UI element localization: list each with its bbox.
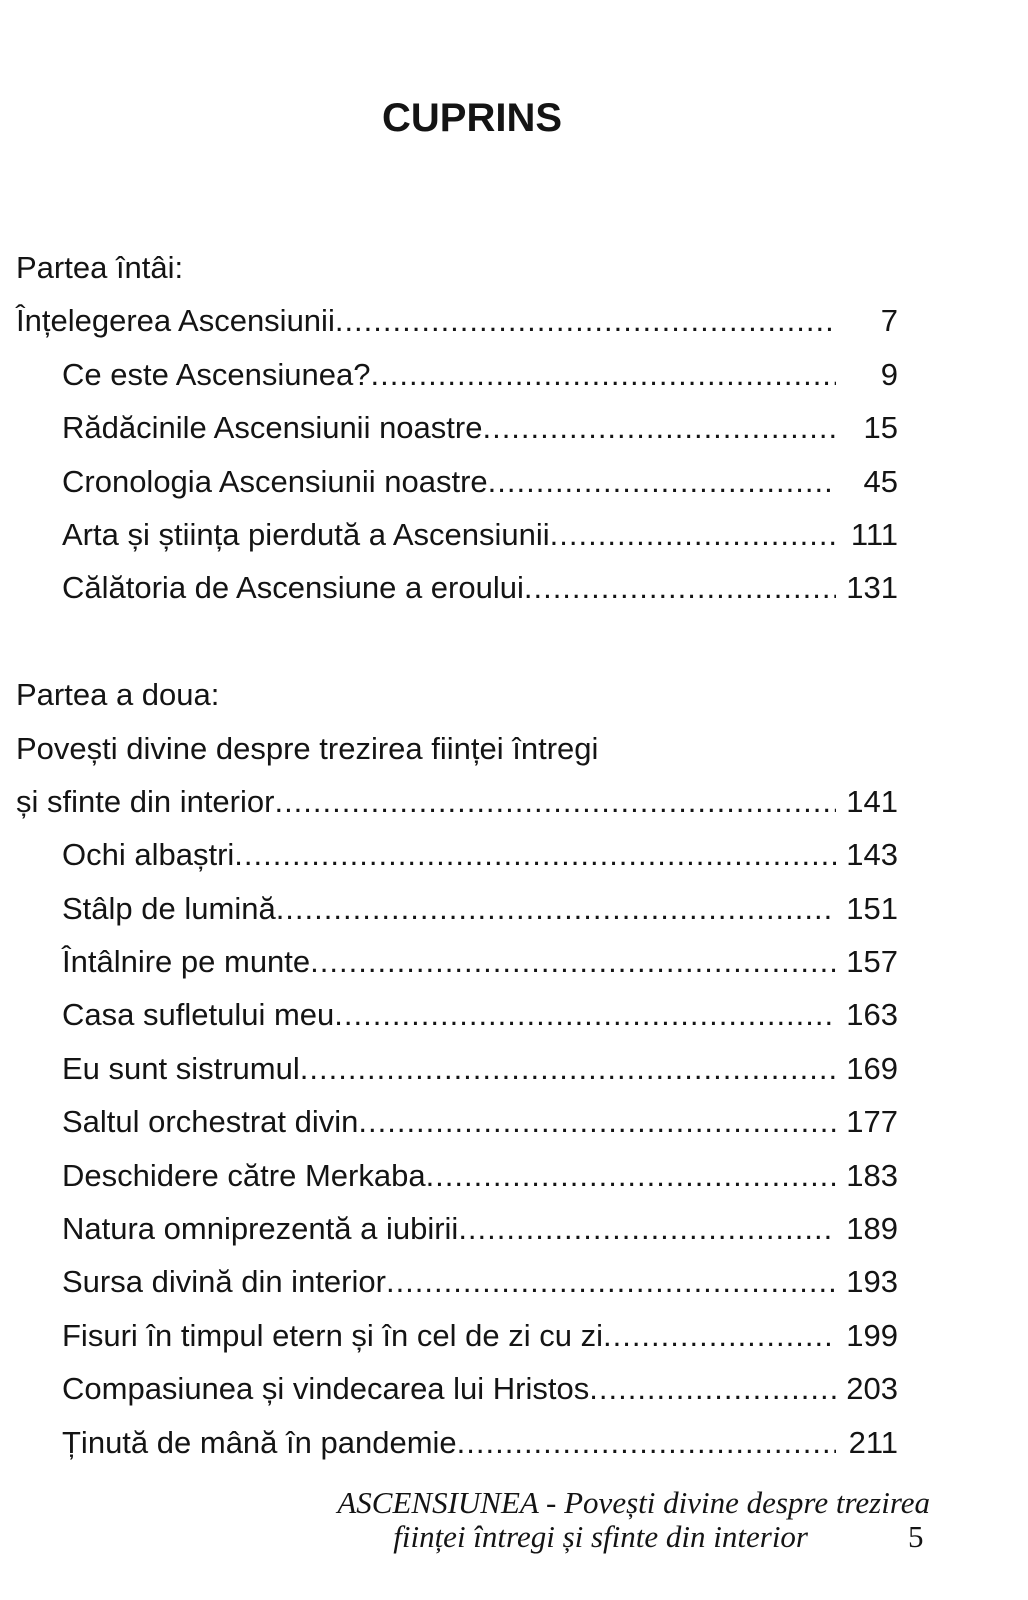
toc-entry: Ce este Ascensiunea? 9 <box>16 348 898 401</box>
entry-page: 169 <box>846 1050 898 1086</box>
dot-leader <box>482 401 836 454</box>
running-footer: ASCENSIUNEA - Povești divine despre trez… <box>0 1486 930 1554</box>
dot-leader <box>589 1362 836 1415</box>
footer-line-2: ființei întregi și sfinte din interior <box>393 1519 808 1554</box>
dot-leader <box>550 508 836 561</box>
entry-page: 163 <box>846 997 898 1033</box>
dot-leader <box>371 348 837 401</box>
dot-leader <box>335 294 836 347</box>
entry-page: 189 <box>846 1211 898 1247</box>
entry-title: Fisuri în timpul etern și în cel de zi c… <box>62 1317 603 1353</box>
entry-title: Ținută de mână în pandemie <box>62 1424 457 1460</box>
entry-page: 177 <box>846 1104 898 1140</box>
entry-title: și sfinte din interior <box>16 783 275 819</box>
entry-page: 9 <box>880 356 898 392</box>
entry-title: Compasiunea și vindecarea lui Hristos <box>62 1371 590 1407</box>
entry-title: Eu sunt sistrumul <box>62 1050 300 1086</box>
dot-leader <box>386 1255 836 1308</box>
toc-entry: Înțelegerea Ascensiunii 7 <box>16 294 898 347</box>
part-label-text: Partea a doua: <box>16 677 220 713</box>
toc-entry: Arta și știința pierdută a Ascensiunii 11… <box>16 508 898 561</box>
entry-title: Călătoria de Ascensiune a eroului <box>62 570 524 606</box>
entry-title: Natura omniprezentă a iubirii <box>62 1211 459 1247</box>
entry-title: Saltul orchestrat divin <box>62 1104 359 1140</box>
toc-entry: Stâlp de lumină 151 <box>16 882 898 935</box>
entry-page: 183 <box>846 1157 898 1193</box>
page-title: CUPRINS <box>381 96 563 140</box>
part-label-text: Partea întâi: <box>16 250 184 285</box>
entry-page: 131 <box>846 570 898 606</box>
toc-entry: Rădăcinile Ascensiunii noastre 15 <box>16 401 898 454</box>
toc-entry: și sfinte din interior 141 <box>16 775 898 828</box>
page-number: 5 <box>908 1519 924 1554</box>
entry-title: Rădăcinile Ascensiunii noastre <box>62 410 483 446</box>
dot-leader <box>457 1416 836 1469</box>
entry-title: Ce este Ascensiunea? <box>62 356 371 392</box>
entry-title: Stâlp de lumină <box>62 890 276 926</box>
toc-entry: Compasiunea și vindecarea lui Hristos 203 <box>16 1362 898 1415</box>
toc-entry: Ochi albaștri 143 <box>16 828 898 881</box>
entry-page: 141 <box>846 783 898 819</box>
dot-leader <box>458 1202 836 1255</box>
entry-title: Deschidere către Merkaba <box>62 1157 426 1193</box>
entry-page: 15 <box>863 410 898 446</box>
entry-title: Sursa divină din interior <box>62 1264 386 1300</box>
entry-page: 45 <box>863 463 898 499</box>
entry-page: 193 <box>846 1264 898 1300</box>
entry-page: 199 <box>846 1317 898 1353</box>
entry-page: 211 <box>848 1424 898 1460</box>
entry-page: 111 <box>850 516 898 552</box>
toc-entry: Călătoria de Ascensiune a eroului 131 <box>16 561 898 614</box>
toc-entry: Întâlnire pe munte 157 <box>16 935 898 988</box>
dot-leader <box>426 1149 836 1202</box>
toc-entry: Saltul orchestrat divin 177 <box>16 1095 898 1148</box>
entry-page: 143 <box>846 837 898 873</box>
part-heading: Povești divine despre trezirea ființei î… <box>16 722 898 775</box>
entry-page: 157 <box>846 944 898 980</box>
toc-entry: Ținută de mână în pandemie 211 <box>16 1416 898 1469</box>
entry-page: 7 <box>880 303 898 339</box>
entry-page: 203 <box>846 1371 898 1407</box>
entry-title: Întâlnire pe munte <box>62 944 311 980</box>
dot-leader <box>488 455 836 508</box>
toc-entry: Sursa divină din interior 193 <box>16 1255 898 1308</box>
dot-leader <box>234 828 836 881</box>
dot-leader <box>358 1095 836 1148</box>
entry-title: Casa sufletului meu <box>62 997 335 1033</box>
entry-page: 151 <box>846 890 898 926</box>
dot-leader <box>300 1042 836 1095</box>
toc-entry: Natura omniprezentă a iubirii 189 <box>16 1202 898 1255</box>
footer-line-1: ASCENSIUNEA - Povești divine despre trez… <box>337 1485 930 1520</box>
toc-entry: Fisuri în timpul etern și în cel de zi c… <box>16 1309 898 1362</box>
entry-title: Arta și știința pierdută a Ascensiunii <box>62 516 550 552</box>
entry-title: Ochi albaștri <box>62 837 235 873</box>
table-of-contents: Partea întâi: Înțelegerea Ascensiunii 7 C… <box>16 241 898 1469</box>
toc-entry: Casa sufletului meu 163 <box>16 988 898 1041</box>
entry-title: Înțelegerea Ascensiunii <box>16 303 335 339</box>
toc-entry: Cronologia Ascensiunii noastre 45 <box>16 455 898 508</box>
part-label: Partea a doua: <box>16 668 898 721</box>
dot-leader <box>603 1309 836 1362</box>
dot-leader <box>274 775 836 828</box>
dot-leader <box>276 882 836 935</box>
part-label: Partea întâi: <box>16 241 898 294</box>
toc-entry: Eu sunt sistrumul 169 <box>16 1042 898 1095</box>
entry-title: Povești divine despre trezirea ființei î… <box>16 730 599 766</box>
spacer <box>16 615 898 668</box>
dot-leader <box>334 988 836 1041</box>
dot-leader <box>524 561 836 614</box>
toc-entry: Deschidere către Merkaba 183 <box>16 1149 898 1202</box>
dot-leader <box>310 935 836 988</box>
entry-title: Cronologia Ascensiunii noastre <box>62 463 488 499</box>
